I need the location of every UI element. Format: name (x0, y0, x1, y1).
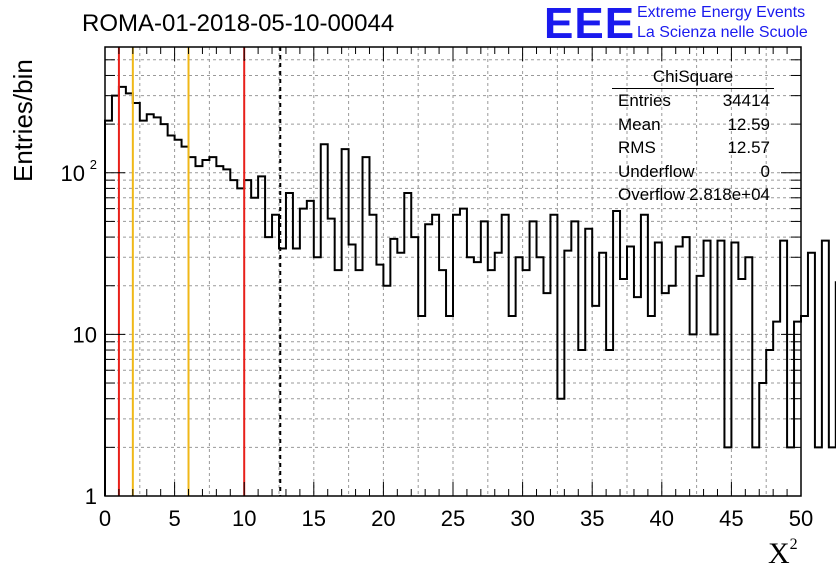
logo-line-1: Extreme Energy Events (637, 4, 806, 21)
y-tick-label-exponent: 2 (90, 157, 97, 172)
stats-label: RMS (618, 138, 656, 157)
y-axis-label: Entries/bin (8, 59, 38, 182)
stats-label: Mean (618, 114, 661, 134)
x-tick-label: 45 (719, 506, 743, 531)
stats-row-overflow: Overflow 2.818e+04 (612, 183, 778, 207)
stats-value: 2.818e+04 (689, 185, 770, 204)
y-tick-label: 1 (85, 484, 97, 509)
stats-value: 34414 (722, 91, 770, 110)
stats-label: Underflow (618, 161, 695, 181)
logo-line-2: La Scienza nelle Scuole (637, 24, 808, 41)
stats-row-entries: Entries 34414 (612, 89, 778, 113)
x-tick-label: 10 (232, 506, 256, 531)
x-tick-label: 40 (650, 506, 674, 531)
y-tick-label: 10 (61, 161, 85, 186)
stats-label: Entries (618, 91, 671, 110)
eee-logo: EEE (544, 0, 636, 48)
plot-title: ROMA-01-2018-05-10-00044 (82, 10, 395, 37)
x-axis-label: X2 (768, 536, 798, 570)
stats-box: ChiSquare Entries 34414 Mean 12.59 RMS 1… (612, 66, 778, 207)
stats-value: 12.57 (727, 138, 770, 157)
y-tick-label: 10 (73, 322, 97, 347)
stats-row-rms: RMS 12.57 (612, 136, 778, 160)
histogram-series (104, 85, 836, 496)
x-tick-label: 30 (510, 506, 534, 531)
stats-title: ChiSquare (612, 66, 774, 89)
x-tick-label: 5 (168, 506, 180, 531)
x-tick-label: 20 (371, 506, 395, 531)
x-tick-label: 50 (789, 506, 813, 531)
stats-value: 0 (760, 161, 770, 181)
x-tick-label: 0 (99, 506, 111, 531)
stats-row-underflow: Underflow 0 (612, 160, 778, 184)
x-tick-label: 35 (580, 506, 604, 531)
stats-row-mean: Mean 12.59 (612, 113, 778, 137)
stats-label: Overflow (618, 185, 686, 204)
x-tick-label: 25 (441, 506, 465, 531)
stats-value: 12.59 (727, 114, 770, 134)
x-tick-label: 15 (302, 506, 326, 531)
